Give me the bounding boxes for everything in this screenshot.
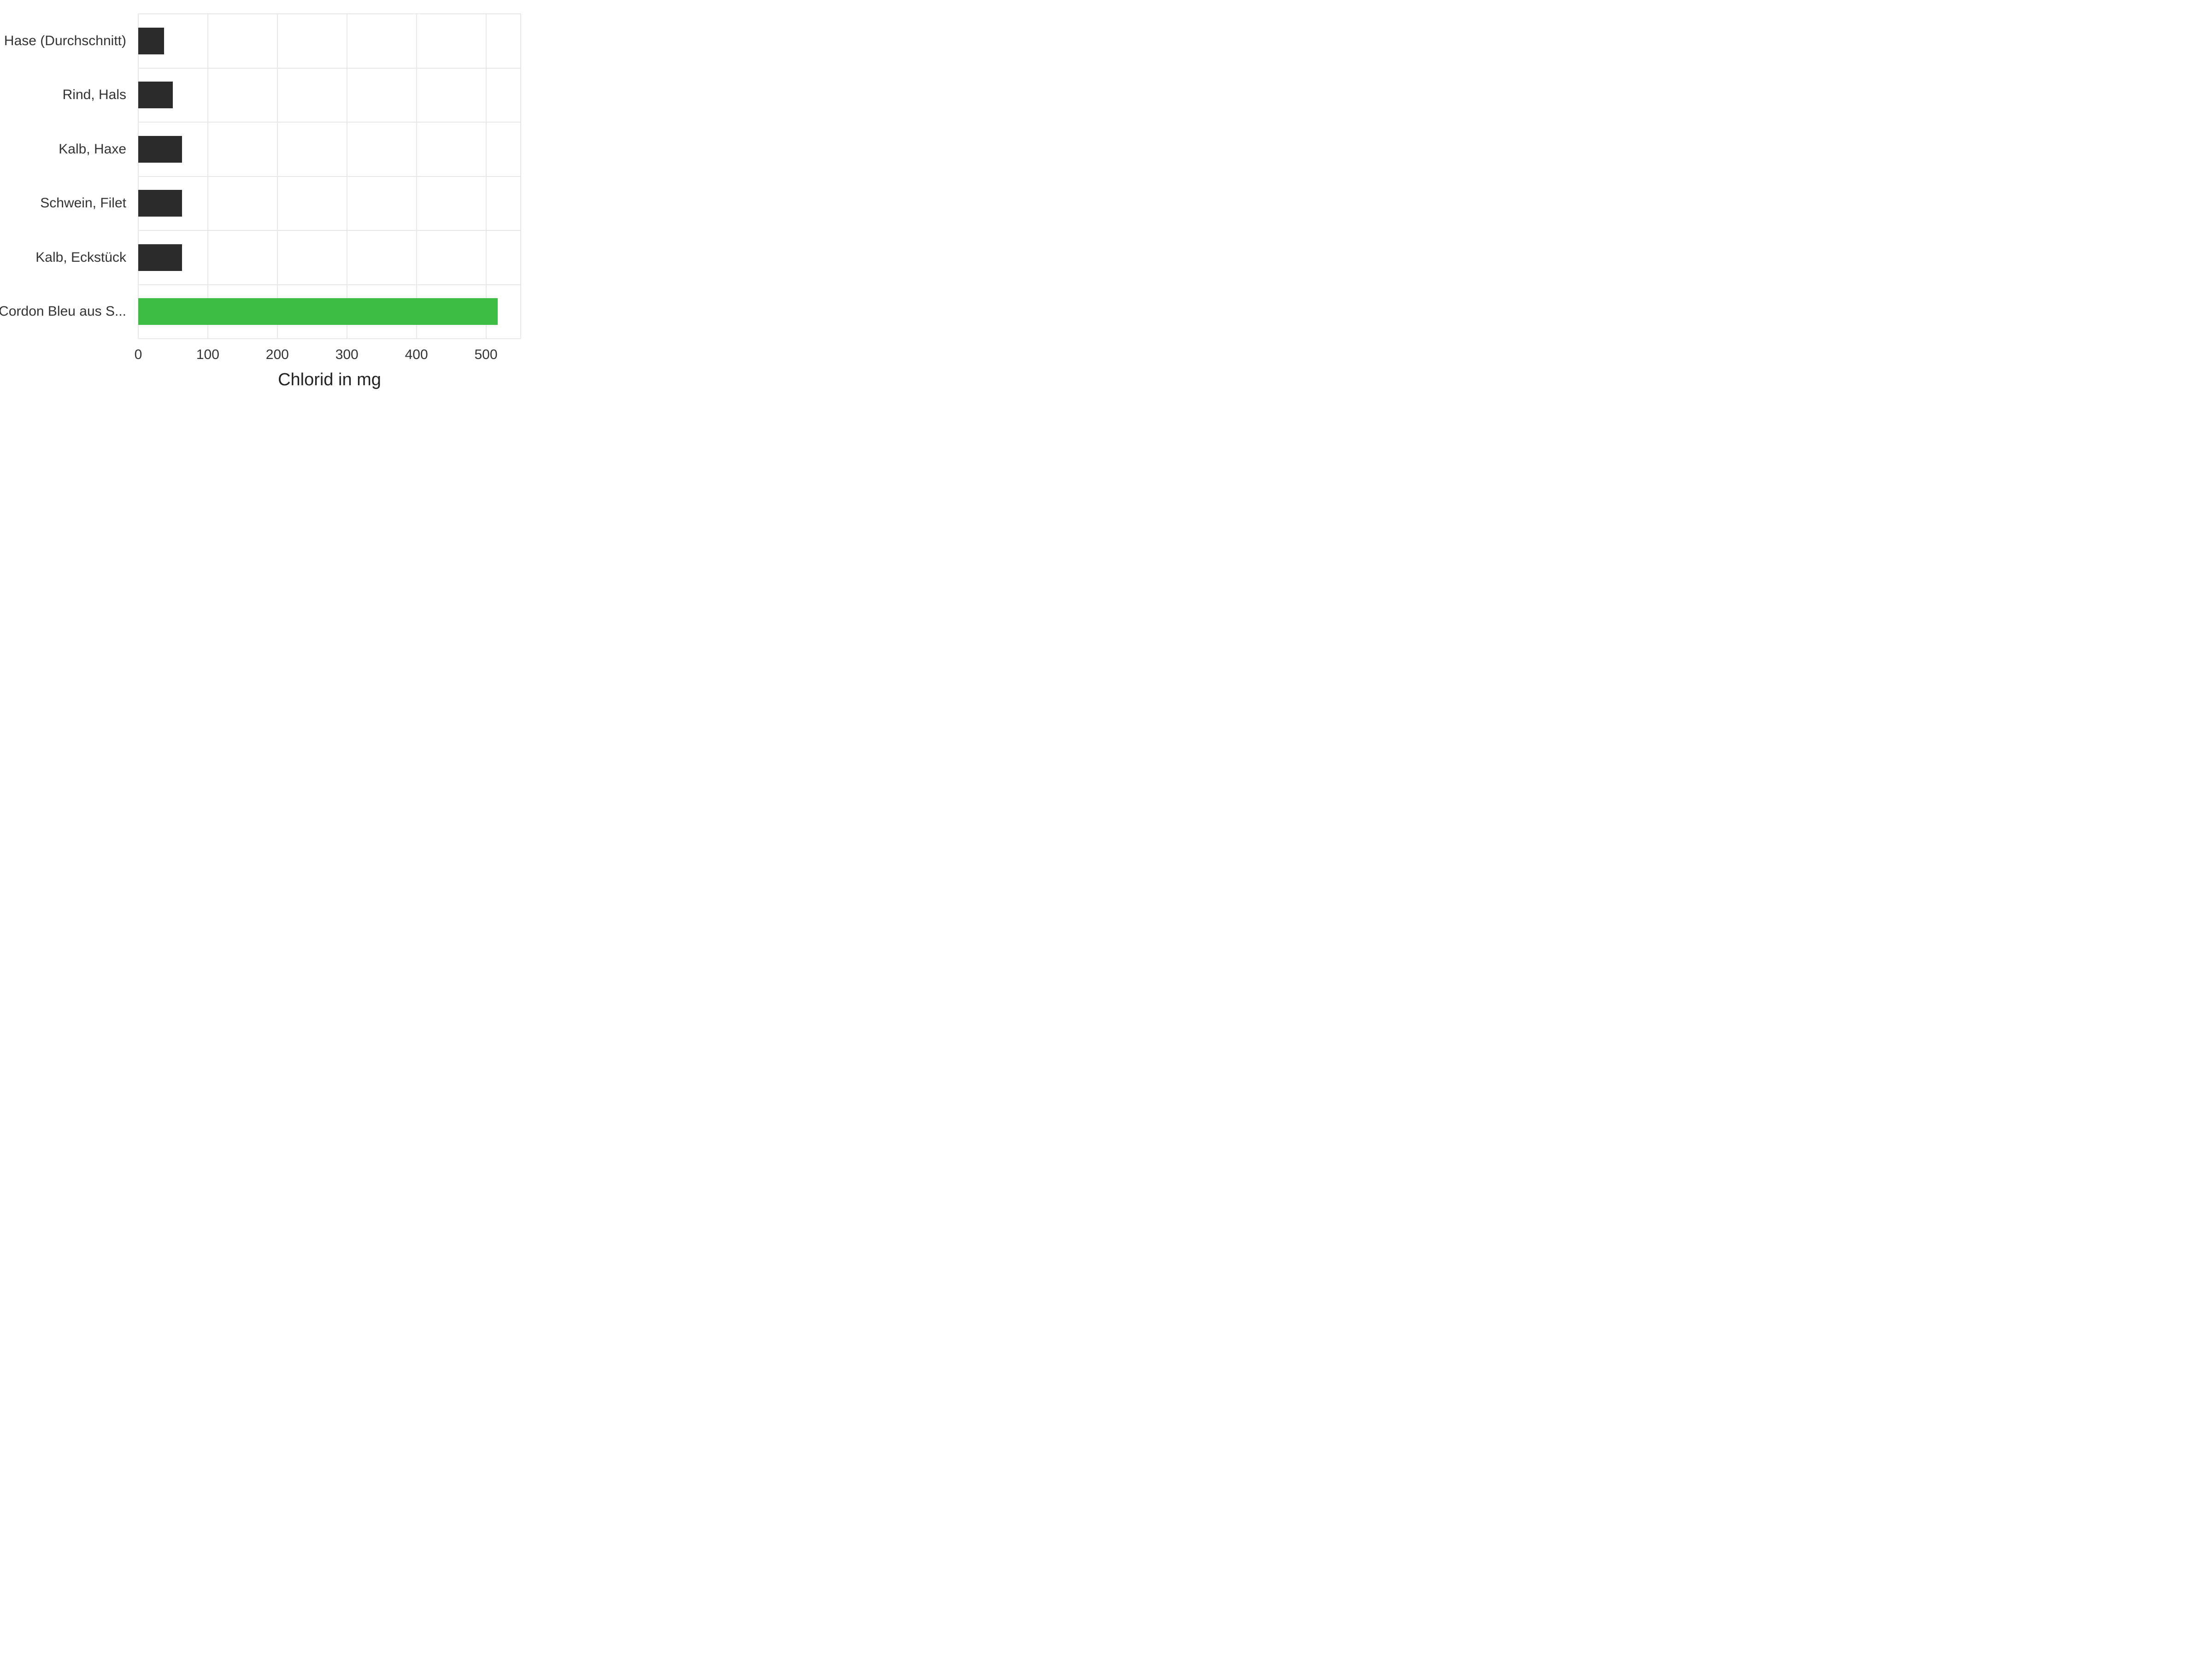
gridline-horizontal — [138, 284, 521, 285]
plot-area: Hase (Durchschnitt)Rind, HalsKalb, HaxeS… — [138, 14, 521, 339]
y-axis-category: Hase (Durchschnitt) — [4, 33, 138, 49]
bar — [138, 298, 498, 325]
x-axis-tick: 400 — [405, 339, 428, 363]
y-axis-category: Kalb, Eckstück — [35, 250, 138, 265]
gridline-horizontal — [138, 13, 521, 14]
x-axis-tick: 300 — [335, 339, 359, 363]
gridline-horizontal — [138, 122, 521, 123]
y-axis-category: Schwein, Filet — [40, 195, 138, 211]
bar — [138, 82, 173, 108]
gridline-horizontal — [138, 176, 521, 177]
y-axis-category: Rind, Hals — [63, 87, 138, 103]
bar — [138, 244, 182, 271]
gridline-horizontal — [138, 68, 521, 69]
x-axis-tick: 500 — [475, 339, 498, 363]
x-axis-label: Chlorid in mg — [278, 370, 381, 390]
gridline-horizontal — [138, 230, 521, 231]
bar — [138, 136, 182, 163]
bar — [138, 190, 182, 217]
y-axis-category: Cordon Bleu aus S... — [0, 304, 138, 319]
bar — [138, 28, 164, 54]
x-axis-tick: 100 — [196, 339, 219, 363]
x-axis-tick: 0 — [135, 339, 142, 363]
y-axis-category: Kalb, Haxe — [59, 141, 138, 157]
x-axis-tick: 200 — [266, 339, 289, 363]
gridline-horizontal — [138, 338, 521, 339]
chlorid-bar-chart: Hase (Durchschnitt) Rind, Hals Kalb, Haxe S… — [0, 0, 553, 415]
